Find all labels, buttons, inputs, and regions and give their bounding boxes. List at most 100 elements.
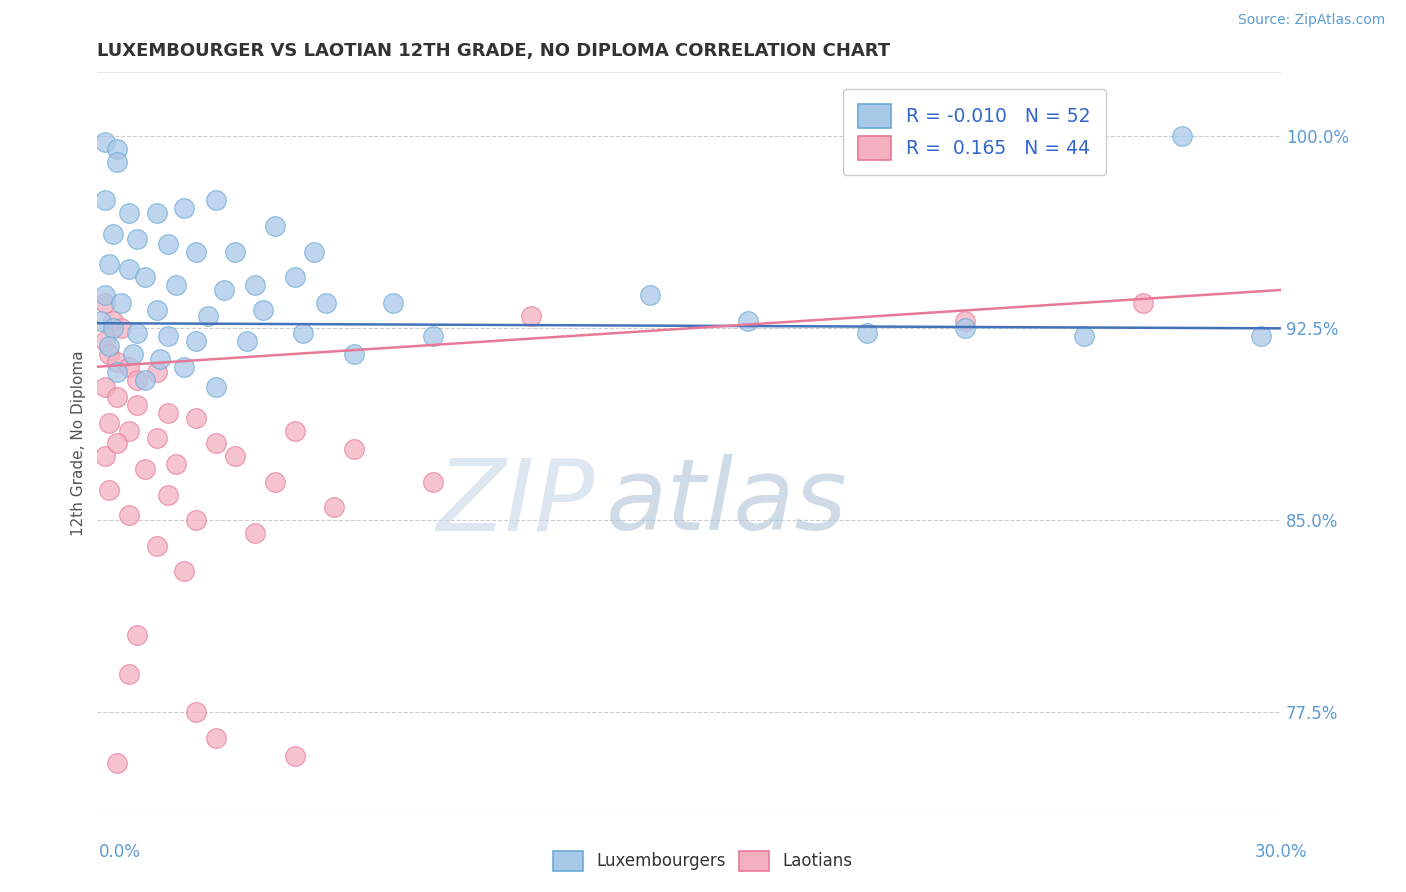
Point xyxy=(118,262,141,277)
Point xyxy=(98,257,121,271)
Point xyxy=(101,321,124,335)
Point xyxy=(98,339,121,353)
Point xyxy=(520,309,543,323)
Point xyxy=(145,365,167,379)
Point xyxy=(94,334,117,348)
Point xyxy=(382,295,405,310)
Point xyxy=(204,194,226,208)
Point xyxy=(90,313,112,327)
Point xyxy=(1250,329,1272,343)
Point xyxy=(165,277,187,292)
Point xyxy=(422,329,444,343)
Point xyxy=(105,142,128,156)
Point xyxy=(737,313,759,327)
Point xyxy=(284,424,307,438)
Point xyxy=(197,309,219,323)
Point xyxy=(101,313,124,327)
Point xyxy=(118,359,141,374)
Point xyxy=(105,365,128,379)
Point xyxy=(134,462,156,476)
Point xyxy=(110,295,132,310)
Point xyxy=(145,431,167,445)
Point xyxy=(98,347,121,361)
Text: Source: ZipAtlas.com: Source: ZipAtlas.com xyxy=(1237,13,1385,28)
Point xyxy=(101,227,124,241)
Point xyxy=(315,295,337,310)
Point xyxy=(157,329,180,343)
Point xyxy=(243,526,266,541)
Point xyxy=(284,270,307,285)
Point xyxy=(125,398,148,412)
Point xyxy=(105,155,128,169)
Point xyxy=(157,236,180,251)
Text: ZIP: ZIP xyxy=(436,454,595,551)
Point xyxy=(105,354,128,368)
Point xyxy=(125,372,148,386)
Point xyxy=(134,270,156,285)
Point xyxy=(1171,129,1194,144)
Point xyxy=(343,442,366,456)
Point xyxy=(157,406,180,420)
Point xyxy=(422,475,444,489)
Point xyxy=(304,244,326,259)
Point xyxy=(94,288,117,302)
Point xyxy=(94,295,117,310)
Point xyxy=(94,450,117,464)
Point xyxy=(125,326,148,341)
Point xyxy=(110,321,132,335)
Text: 30.0%: 30.0% xyxy=(1256,843,1308,861)
Point xyxy=(149,352,172,367)
Point xyxy=(94,135,117,149)
Point xyxy=(173,565,195,579)
Point xyxy=(94,194,117,208)
Point xyxy=(343,347,366,361)
Point xyxy=(184,411,207,425)
Point xyxy=(134,372,156,386)
Point xyxy=(224,450,246,464)
Point xyxy=(145,539,167,553)
Point xyxy=(173,201,195,215)
Point xyxy=(118,424,141,438)
Point xyxy=(121,347,143,361)
Point xyxy=(243,277,266,292)
Point xyxy=(236,334,259,348)
Point xyxy=(125,232,148,246)
Point xyxy=(184,513,207,527)
Point xyxy=(955,321,977,335)
Point xyxy=(1132,295,1154,310)
Text: LUXEMBOURGER VS LAOTIAN 12TH GRADE, NO DIPLOMA CORRELATION CHART: LUXEMBOURGER VS LAOTIAN 12TH GRADE, NO D… xyxy=(97,42,890,60)
Point xyxy=(173,359,195,374)
Point xyxy=(184,705,207,719)
Legend: Luxembourgers, Laotians: Luxembourgers, Laotians xyxy=(546,842,860,880)
Point xyxy=(323,500,346,515)
Point xyxy=(157,488,180,502)
Point xyxy=(184,244,207,259)
Text: atlas: atlas xyxy=(606,454,848,551)
Point xyxy=(291,326,314,341)
Point xyxy=(1073,329,1095,343)
Point xyxy=(204,436,226,450)
Point xyxy=(252,303,274,318)
Point xyxy=(125,628,148,642)
Point xyxy=(224,244,246,259)
Point xyxy=(94,380,117,394)
Point xyxy=(105,756,128,771)
Point xyxy=(98,416,121,430)
Point xyxy=(105,391,128,405)
Point xyxy=(118,508,141,523)
Point xyxy=(284,748,307,763)
Y-axis label: 12th Grade, No Diploma: 12th Grade, No Diploma xyxy=(72,351,86,536)
Point xyxy=(98,483,121,497)
Point xyxy=(204,380,226,394)
Point xyxy=(638,288,661,302)
Point xyxy=(145,206,167,220)
Point xyxy=(145,303,167,318)
Text: 0.0%: 0.0% xyxy=(98,843,141,861)
Point xyxy=(212,283,235,297)
Point xyxy=(165,457,187,471)
Point xyxy=(204,731,226,745)
Point xyxy=(264,475,287,489)
Point xyxy=(184,334,207,348)
Point xyxy=(118,206,141,220)
Legend: R = -0.010   N = 52, R =  0.165   N = 44: R = -0.010 N = 52, R = 0.165 N = 44 xyxy=(842,89,1107,175)
